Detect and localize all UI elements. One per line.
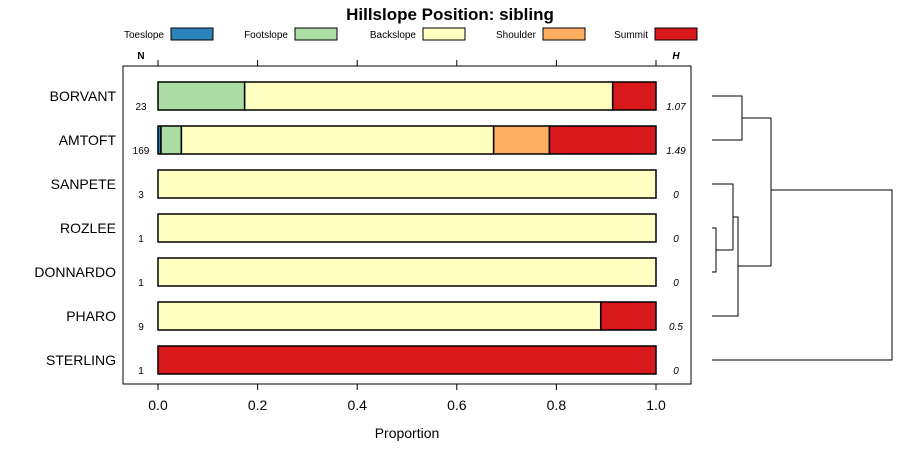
dendro-sanpete-join — [712, 183, 734, 250]
n-value: 23 — [135, 102, 147, 113]
h-value: 0 — [673, 190, 679, 201]
bar-row: SANPETE 3 0 — [51, 169, 679, 201]
chart-title: Hillslope Position: sibling — [346, 5, 554, 24]
legend: Toeslope Footslope Backslope Shoulder Summit — [124, 27, 698, 41]
x-tick-label: 0.4 — [347, 397, 367, 413]
bar-row: BORVANT 23 1.07 — [50, 81, 686, 113]
bar-segment — [157, 345, 657, 375]
x-tick-label: 0.2 — [248, 397, 268, 413]
dendro-top-cluster — [742, 117, 772, 266]
x-tick-label: 1.0 — [646, 397, 666, 413]
category-label: PHARO — [66, 308, 116, 324]
legend-label: Backslope — [370, 30, 417, 41]
dendro-rozlee-donnardo — [712, 227, 717, 273]
n-value: 169 — [133, 146, 150, 157]
h-value: 0 — [673, 234, 679, 245]
bar-segment — [492, 125, 551, 155]
bar-row: ROZLEE 1 0 — [60, 213, 679, 245]
bar-segment — [157, 213, 657, 243]
legend-label: Toeslope — [124, 30, 164, 41]
bar-segment — [599, 301, 657, 331]
legend-swatch — [654, 27, 698, 41]
x-tick-label: 0.6 — [447, 397, 467, 413]
bar-row: STERLING 1 0 — [46, 345, 679, 377]
h-value: 0 — [673, 278, 679, 289]
bar-segment — [611, 81, 657, 111]
bar-row: AMTOFT 169 1.49 — [59, 125, 686, 157]
x-axis-title: Proportion — [375, 425, 440, 441]
legend-label: Summit — [614, 30, 648, 41]
legend-swatch — [542, 27, 586, 41]
category-label: STERLING — [46, 352, 116, 368]
h-value: 0 — [673, 366, 679, 377]
bar-segment — [157, 81, 246, 111]
legend-label: Footslope — [244, 30, 288, 41]
bar-segment — [180, 125, 495, 155]
legend-swatch — [294, 27, 338, 41]
category-label: BORVANT — [50, 88, 117, 104]
h-value: 1.07 — [666, 102, 686, 113]
x-tick-label: 0.8 — [547, 397, 567, 413]
bar-segment — [157, 169, 657, 199]
category-label: ROZLEE — [60, 220, 116, 236]
x-axis: 0.0 0.2 0.4 0.6 0.8 1.0 — [148, 60, 666, 413]
bar-segment — [157, 301, 602, 331]
dendro-borvant-amtoft — [712, 95, 743, 141]
bar-segment — [548, 125, 657, 155]
bar-segment — [160, 125, 183, 155]
category-label: DONNARDO — [34, 264, 116, 280]
n-value: 1 — [138, 234, 144, 245]
legend-swatch — [422, 27, 466, 41]
category-label: SANPETE — [51, 176, 116, 192]
dendrogram — [712, 95, 893, 361]
bar-row: PHARO 9 0.5 — [66, 301, 683, 333]
bar-segment — [157, 257, 657, 287]
category-label: AMTOFT — [59, 132, 117, 148]
dendro-root — [712, 189, 893, 361]
n-value: 1 — [138, 366, 144, 377]
h-value: 1.49 — [666, 146, 686, 157]
legend-label: Shoulder — [496, 30, 537, 41]
n-value: 3 — [138, 190, 144, 201]
n-column-header: N — [137, 51, 144, 62]
x-tick-label: 0.0 — [148, 397, 168, 413]
bar-row: DONNARDO 1 0 — [34, 257, 679, 289]
bar-segment — [243, 81, 614, 111]
h-column-header: H — [672, 51, 680, 62]
plot-frame — [122, 65, 692, 385]
n-value: 9 — [138, 322, 144, 333]
n-value: 1 — [138, 278, 144, 289]
legend-swatch — [170, 27, 214, 41]
h-value: 0.5 — [669, 322, 683, 333]
